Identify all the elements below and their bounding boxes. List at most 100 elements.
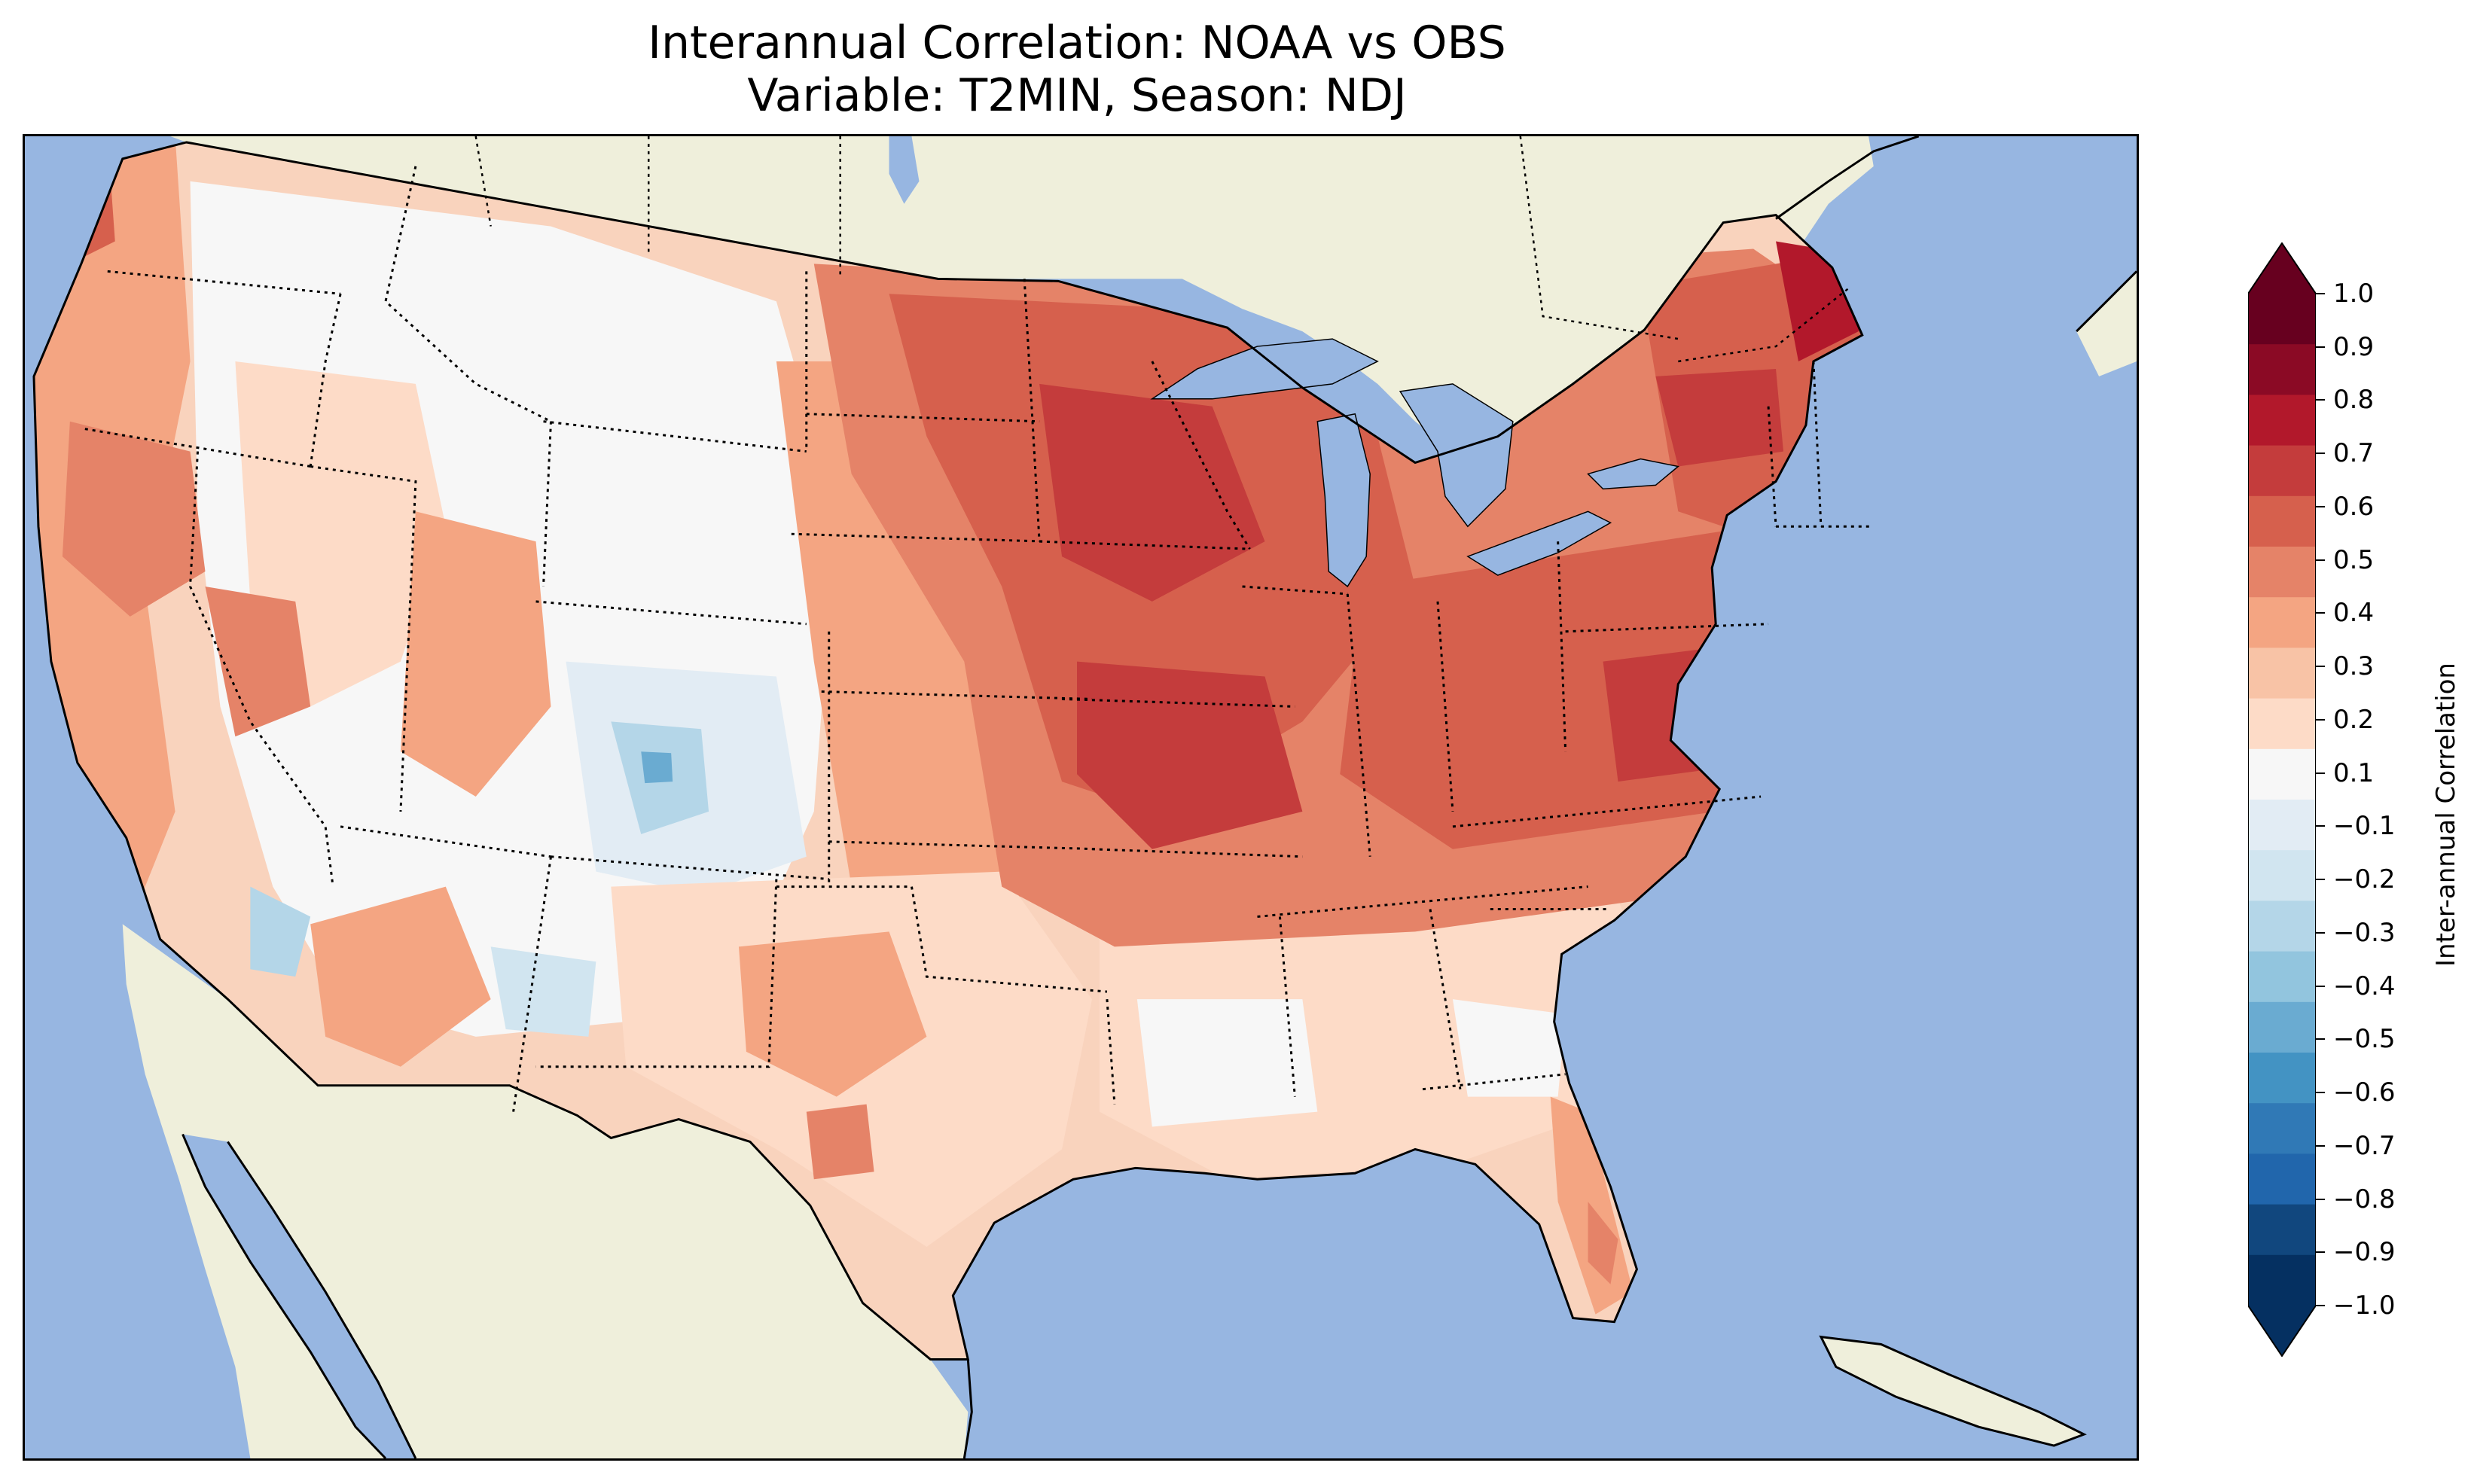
colorbar-segment	[2248, 1153, 2316, 1205]
colorbar-tick-label: 0.2	[2333, 704, 2375, 735]
correlation-region-oregon-patch	[62, 421, 206, 617]
colorbar-tick-mark	[2316, 1038, 2325, 1041]
border-ar-la	[1106, 998, 1116, 1105]
colorbar-tick-mark	[2316, 399, 2325, 401]
nova-scotia-landmass	[2076, 271, 2137, 376]
lake-ontario	[1587, 458, 1679, 490]
colorbar-tick-label: −0.4	[2333, 971, 2396, 1001]
ontario-quebec-border	[1678, 285, 1852, 363]
colorbar-tick-label: −0.7	[2333, 1130, 2396, 1161]
colorbar-tick-label: −0.2	[2333, 864, 2396, 895]
colorbar-segment	[2248, 1001, 2316, 1053]
colorbar-tick-mark	[2316, 1144, 2325, 1147]
correlation-region-texas-patch	[738, 931, 927, 1097]
border-va-nc	[1452, 795, 1762, 828]
border-az-nm	[512, 856, 552, 1112]
border-ne-ks	[821, 690, 1093, 700]
correlation-map	[25, 136, 2137, 1458]
conus-coastline	[32, 141, 1864, 1361]
colorbar-segment	[2248, 800, 2316, 851]
border-ks-ok	[828, 840, 1100, 851]
great-lakes	[889, 136, 1679, 588]
colorbar-segment	[2248, 1254, 2316, 1306]
colorbar-tick-mark	[2316, 1198, 2325, 1200]
colorbar-tick-mark	[2316, 1092, 2325, 1094]
colorbar-segment	[2248, 748, 2316, 800]
colorbar-segment	[2248, 344, 2316, 395]
baja-coastline	[182, 1133, 417, 1458]
colorbar-extend-max	[2248, 242, 2316, 294]
correlation-region-newmexico-negative	[490, 946, 596, 1037]
border-ky-tn	[1257, 885, 1588, 918]
colorbar-segment	[2248, 495, 2316, 547]
colorbar-tick-label: 0.6	[2333, 491, 2375, 522]
colorbar-segment	[2248, 547, 2316, 598]
border-mn-ia	[1039, 540, 1250, 550]
border-nd-mn	[1023, 279, 1041, 542]
border-il-in	[1346, 593, 1371, 857]
correlation-region-missouri-core	[1077, 661, 1303, 849]
border-mn-wi	[1151, 361, 1251, 550]
colorbar-tick-mark	[2316, 293, 2325, 294]
lake-erie	[1466, 510, 1612, 576]
border-id-mt	[384, 166, 552, 423]
cuba-coastline	[1819, 1335, 2087, 1447]
colorbar-tick-mark	[2316, 612, 2325, 614]
colorbar-tick-label: −0.3	[2333, 917, 2396, 948]
colorbar-segment	[2248, 951, 2316, 1003]
correlation-region-alabama-low	[1136, 999, 1318, 1127]
correlation-region-georgia-low	[1452, 999, 1566, 1097]
canada-province-border-1	[474, 136, 492, 227]
correlation-region-florida-core	[1588, 1202, 1618, 1284]
border-ca-nv	[189, 451, 334, 887]
correlation-region-newyork-core	[1655, 368, 1784, 467]
border-al-ga	[1429, 909, 1462, 1089]
border-in-oh	[1436, 601, 1454, 812]
lake-superior	[1150, 338, 1379, 400]
colorbar-tick-mark	[2316, 985, 2325, 987]
border-nm-tx	[535, 879, 778, 1068]
border-wa-or	[107, 270, 341, 295]
colorbar-tick-label: 0.8	[2333, 385, 2375, 416]
border-mo-ar	[1091, 848, 1303, 858]
border-mt-wy	[543, 420, 807, 453]
colorbar-tick-mark	[2316, 772, 2325, 774]
colorbar-segment	[2248, 597, 2316, 648]
lake-huron	[1399, 383, 1514, 528]
colorbar-label: Inter-annual Correlation	[2431, 663, 2461, 967]
state-borders	[84, 166, 1874, 1112]
colorbar-tick-mark	[2316, 825, 2325, 827]
colorbar-outline	[2248, 242, 2316, 1357]
border-oh-pa	[1557, 541, 1567, 752]
correlation-region-nevada-patch	[205, 586, 311, 737]
border-wy-co	[535, 600, 807, 626]
colorbar-tick-label: 0.4	[2333, 598, 2375, 629]
chart-title-line-2: Variable: T2MIN, Season: NDJ	[747, 69, 1407, 122]
colorbar-tick-mark	[2316, 1305, 2325, 1306]
colorbar-tick-mark	[2316, 559, 2325, 561]
colorbar-segment	[2248, 900, 2316, 952]
border-vt-nh	[1812, 361, 1823, 527]
correlation-region-texas-core	[806, 1104, 874, 1180]
st-lawrence-coastline	[1775, 136, 1920, 220]
chart-title-line-1: Interannual Correlation: NOAA vs OBS	[648, 17, 1506, 69]
colorbar-tick-mark	[2316, 879, 2325, 881]
colorbar-tick-label: 0.9	[2333, 331, 2375, 362]
colorbar-tick-mark	[2316, 931, 2325, 934]
border-ok-tx	[776, 885, 1108, 993]
border-nd-sd	[806, 413, 1040, 423]
colorbar	[2248, 242, 2316, 1357]
nova-scotia-coastline	[2076, 270, 2137, 333]
colorbar-segment	[2248, 1053, 2316, 1104]
border-ut-az	[340, 825, 551, 858]
lake-winnipeg	[889, 136, 920, 204]
colorbar-tick-label: −0.6	[2333, 1077, 2396, 1108]
border-co-nm	[551, 855, 829, 881]
colorbar-tick-mark	[2316, 1251, 2325, 1254]
colorbar-segment	[2248, 395, 2316, 446]
colorbar-tick-mark	[2316, 666, 2325, 668]
colorbar-segment	[2248, 1103, 2316, 1154]
border-ia-mo	[1062, 697, 1295, 708]
colorbar-tick-mark	[2316, 453, 2325, 455]
